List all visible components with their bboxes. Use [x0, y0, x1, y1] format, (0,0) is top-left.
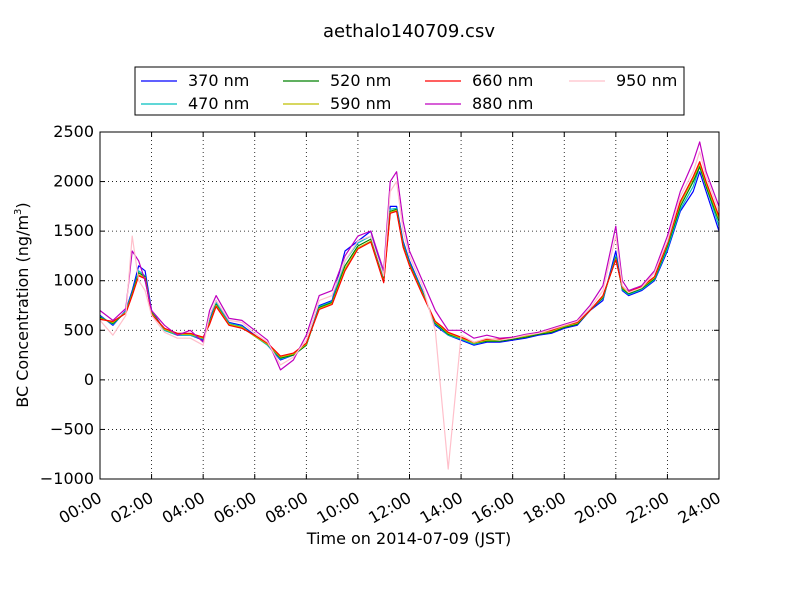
- legend-label: 370 nm: [188, 71, 249, 90]
- y-axis-label-close: ): [13, 202, 32, 208]
- y-tick-label: 500: [63, 320, 94, 339]
- legend-label: 470 nm: [188, 94, 249, 113]
- y-tick-label: 1500: [53, 221, 94, 240]
- plot-background: [100, 132, 719, 479]
- legend-label: 590 nm: [330, 94, 391, 113]
- axis-ticks: [99, 131, 720, 480]
- legend-label: 880 nm: [472, 94, 533, 113]
- y-tick-label: 0: [84, 370, 94, 389]
- y-tick-label: 2500: [53, 122, 94, 141]
- legend-box: [134, 66, 685, 116]
- y-tick-label: −1000: [40, 469, 94, 488]
- y-tick-label: −500: [50, 419, 94, 438]
- y-tick-label: 2000: [53, 172, 94, 191]
- plot-area: [99, 131, 720, 480]
- series-line-950-nm: [99, 151, 720, 470]
- y-axis-tick-labels: −1000 −500 0 500 1000 1500 2000 2500: [40, 122, 94, 488]
- x-axis-label: Time on 2014-07-09 (JST): [306, 529, 511, 548]
- legend-label: 520 nm: [330, 71, 391, 90]
- series-line-880-nm: [99, 141, 720, 371]
- y-axis-label-main: BC Concentration (ng/m: [13, 215, 32, 408]
- y-axis-label-superscript: 3: [13, 209, 24, 215]
- y-tick-label: 1000: [53, 271, 94, 290]
- legend-label: 950 nm: [616, 71, 677, 90]
- y-axis-label: BC Concentration (ng/m3): [13, 202, 32, 407]
- legend-label: 660 nm: [472, 71, 533, 90]
- chart-title: aethalo140709.csv: [323, 21, 495, 42]
- series-lines: [99, 141, 720, 470]
- legend: 370 nm 470 nm 520 nm 590 nm 660 nm 880 nm 950 …: [134, 66, 685, 116]
